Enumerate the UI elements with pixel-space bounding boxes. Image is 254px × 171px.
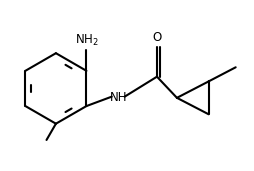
Text: O: O: [152, 31, 162, 44]
Text: NH$_2$: NH$_2$: [74, 33, 98, 49]
Text: NH: NH: [109, 91, 127, 104]
